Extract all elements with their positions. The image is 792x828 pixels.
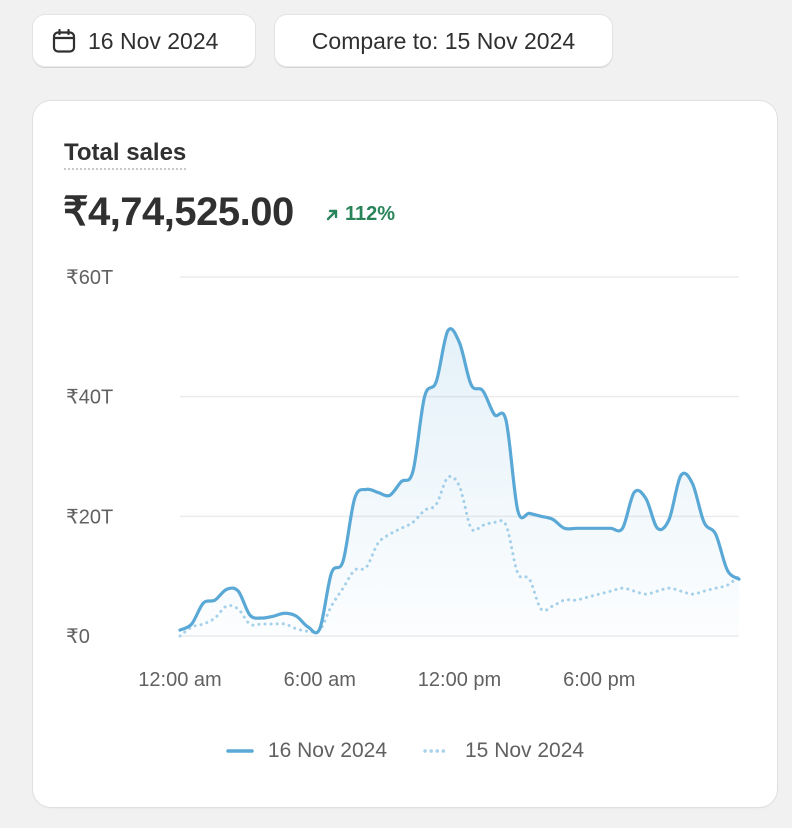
compare-to-label: Compare to: 15 Nov 2024: [311, 27, 576, 54]
date-range-label: 16 Nov 2024: [88, 27, 219, 54]
legend-swatch-dotted: [423, 749, 451, 753]
metric-value: ₹4,74,525.00: [63, 190, 294, 234]
x-tick-label: 6:00 am: [284, 669, 356, 691]
x-tick-label: 12:00 pm: [418, 669, 501, 691]
legend-item[interactable]: 15 Nov 2024: [423, 739, 584, 763]
date-range-button[interactable]: 16 Nov 2024: [33, 15, 255, 67]
y-tick-label: ₹0: [66, 626, 90, 648]
series-area: [180, 328, 739, 636]
metric-title[interactable]: Total sales: [64, 139, 187, 170]
series-line-primary: [178, 327, 741, 635]
x-tick-label: 12:00 am: [138, 669, 221, 691]
y-tick-label: ₹40T: [66, 387, 113, 409]
legend-label: 15 Nov 2024: [465, 739, 585, 762]
legend-item[interactable]: 16 Nov 2024: [226, 739, 387, 763]
arrow-up-right-icon: [326, 209, 338, 220]
metric-change-value: 112%: [345, 203, 396, 225]
metric-change-badge: 112%: [325, 203, 395, 226]
total-sales-card: Total sales ₹4,74,525.00 112% ₹0 ₹20T ₹40T…: [33, 101, 777, 807]
legend-swatch-solid: [226, 749, 254, 753]
legend-label: 16 Nov 2024: [267, 739, 387, 762]
compare-to-button[interactable]: Compare to: 15 Nov 2024: [275, 15, 612, 67]
chart-legend: 16 Nov 2024 15 Nov 2024: [33, 739, 777, 763]
calendar-icon: [51, 28, 77, 54]
y-tick-label: ₹60T: [66, 267, 113, 289]
sales-chart: ₹0 ₹20T ₹40T ₹60T 12:00 am 6:00 am 12:00 pm 6:0…: [66, 267, 741, 691]
x-tick-label: 6:00 pm: [563, 669, 635, 691]
y-tick-label: ₹20T: [66, 506, 113, 528]
